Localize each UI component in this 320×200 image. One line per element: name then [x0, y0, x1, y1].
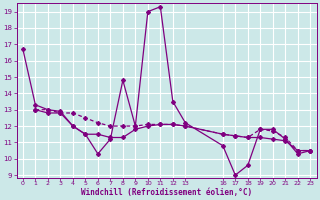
X-axis label: Windchill (Refroidissement éolien,°C): Windchill (Refroidissement éolien,°C) — [81, 188, 252, 197]
